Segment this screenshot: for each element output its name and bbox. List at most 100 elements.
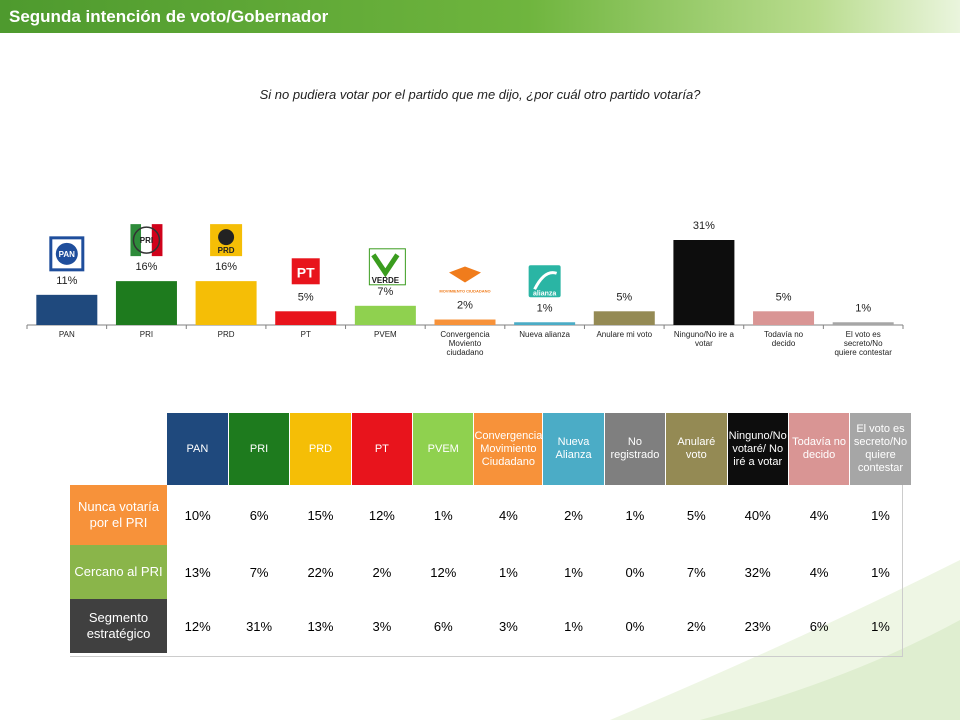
chart-title: Si no pudiera votar por el partido que m… xyxy=(259,87,701,102)
table-cell: 12% xyxy=(368,507,395,523)
table-cell: 0% xyxy=(625,618,645,634)
bar-2 xyxy=(195,281,257,325)
pvem-logo-text: VERDE xyxy=(372,276,400,285)
table-cell: 13% xyxy=(307,618,334,634)
column-header: PRD xyxy=(289,413,352,485)
x-tick-label: PAN xyxy=(59,330,75,339)
prd-logo-text: PRD xyxy=(218,246,235,255)
bar-1 xyxy=(115,281,177,325)
table-cell: 6% xyxy=(249,507,269,523)
nueva-alianza-logo-text: alianza xyxy=(533,290,556,297)
row-label: Nunca votaría por el PRI xyxy=(70,485,167,545)
bar-0 xyxy=(36,294,98,325)
pan-logo: PAN xyxy=(49,236,85,272)
table-cell: 13% xyxy=(184,564,211,580)
movimiento-ciudadano-logo: MOVIMIENTO CIUDADANO xyxy=(439,266,491,294)
table-cell: 3% xyxy=(498,618,518,634)
data-label: 16% xyxy=(135,261,157,273)
bar-8 xyxy=(673,240,735,325)
table-cell: 40% xyxy=(744,507,771,523)
table-cell: 4% xyxy=(809,507,829,523)
bar-9 xyxy=(753,311,815,325)
pt-logo-text: PT xyxy=(297,264,315,280)
column-header: Nueva Alianza xyxy=(542,413,605,485)
table-cell: 10% xyxy=(184,507,211,523)
x-tick-label: Convergencia Moviento ciudadano xyxy=(440,330,490,357)
table-cell: 1% xyxy=(433,507,453,523)
column-header: Todavía no decido xyxy=(788,413,851,485)
bar-4 xyxy=(354,305,416,325)
x-tick-label: PVEM xyxy=(374,330,397,339)
table-cell: 32% xyxy=(744,564,771,580)
prd-logo: PRD xyxy=(210,224,243,257)
data-label: 5% xyxy=(298,291,314,303)
header-bar: Segunda intención de voto/Gobernador xyxy=(0,0,960,33)
x-tick-label: PRD xyxy=(218,330,235,339)
table-cell: 15% xyxy=(307,507,334,523)
column-header: Anularé voto xyxy=(665,413,728,485)
table-cell: 1% xyxy=(871,618,890,634)
table-header-row: PAN PRI PRD PT PVEM Convergencia Movimiento C… xyxy=(70,413,912,485)
pan-logo-text: PAN xyxy=(59,250,76,259)
column-header: Ninguno/No votaré/ No iré a votar xyxy=(727,413,789,485)
table-cell: 3% xyxy=(372,618,392,634)
table-corner xyxy=(70,413,167,485)
table-row: Segmento estratégico 12% 31% 13% 3% 6% 3% 1% 0% 2… xyxy=(70,599,911,653)
pt-logo: PT xyxy=(291,258,320,285)
data-label: 11% xyxy=(56,275,77,287)
table-cell: 6% xyxy=(809,618,829,634)
column-header: El voto es secreto/No quiere contestar xyxy=(849,413,912,485)
table-cell: 1% xyxy=(871,507,890,523)
data-label: 1% xyxy=(855,302,871,314)
nueva-alianza-logo: alianza xyxy=(528,265,561,298)
bar-chart: 11% PAN 16% PRI 16% PRD 5% PT 7% PVEM 2% Convergenc… xyxy=(26,220,904,357)
table-cell: 0% xyxy=(625,564,645,580)
x-tick-label: PRI xyxy=(140,330,153,339)
table-cell: 23% xyxy=(744,618,771,634)
data-label: 7% xyxy=(377,286,393,298)
table-cell: 2% xyxy=(564,507,583,523)
bar-3 xyxy=(275,311,337,325)
page-title: Segunda intención de voto/Gobernador xyxy=(9,7,329,26)
x-tick-label: Anulare mi voto xyxy=(596,330,652,339)
table-cell: 7% xyxy=(686,564,706,580)
x-tick-label: Nueva alianza xyxy=(519,330,570,339)
table-cell: 1% xyxy=(498,564,518,580)
bar-5 xyxy=(434,319,496,325)
column-header: No registrado xyxy=(604,413,667,485)
data-label: 5% xyxy=(776,291,792,303)
segment-table: PAN PRI PRD PT PVEM Convergencia Movimiento C… xyxy=(70,413,912,653)
data-label: 16% xyxy=(215,261,237,273)
table-cell: 22% xyxy=(307,564,334,580)
x-tick-label: Ninguno/No ire a votar xyxy=(674,330,735,348)
table-cell: 1% xyxy=(871,564,890,580)
x-tick-label: PT xyxy=(301,330,311,339)
table-cell: 2% xyxy=(372,564,392,580)
column-header: PVEM xyxy=(412,413,475,485)
data-label: 1% xyxy=(537,302,553,314)
movimiento-ciudadano-logo-text: MOVIMIENTO CIUDADANO xyxy=(439,289,490,294)
table-cell: 12% xyxy=(430,564,457,580)
row-label: Cercano al PRI xyxy=(70,545,167,599)
table-cell: 7% xyxy=(249,564,269,580)
x-tick-label: El voto es secreto/No quiere contestar xyxy=(834,330,892,357)
pvem-logo: VERDE xyxy=(368,248,406,286)
table-cell: 12% xyxy=(184,618,211,634)
column-header: PT xyxy=(351,413,414,485)
table-cell: 5% xyxy=(686,507,706,523)
column-header: PRI xyxy=(228,413,291,485)
table-row: Nunca votaría por el PRI 10% 6% 15% 12% 1% 4% 2… xyxy=(70,485,911,545)
pri-logo-text: PRI xyxy=(140,236,153,245)
table-cell: 1% xyxy=(564,618,583,634)
row-label: Segmento estratégico xyxy=(70,599,167,653)
table-cell: 1% xyxy=(564,564,583,580)
table-frame xyxy=(70,485,903,657)
table-cell: 6% xyxy=(433,618,453,634)
table-cell: 4% xyxy=(809,564,829,580)
bar-6 xyxy=(514,322,576,325)
table-cell: 1% xyxy=(625,507,645,523)
column-header: PAN xyxy=(167,413,229,485)
pri-logo: PRI xyxy=(130,224,163,257)
bar-10 xyxy=(832,322,894,325)
